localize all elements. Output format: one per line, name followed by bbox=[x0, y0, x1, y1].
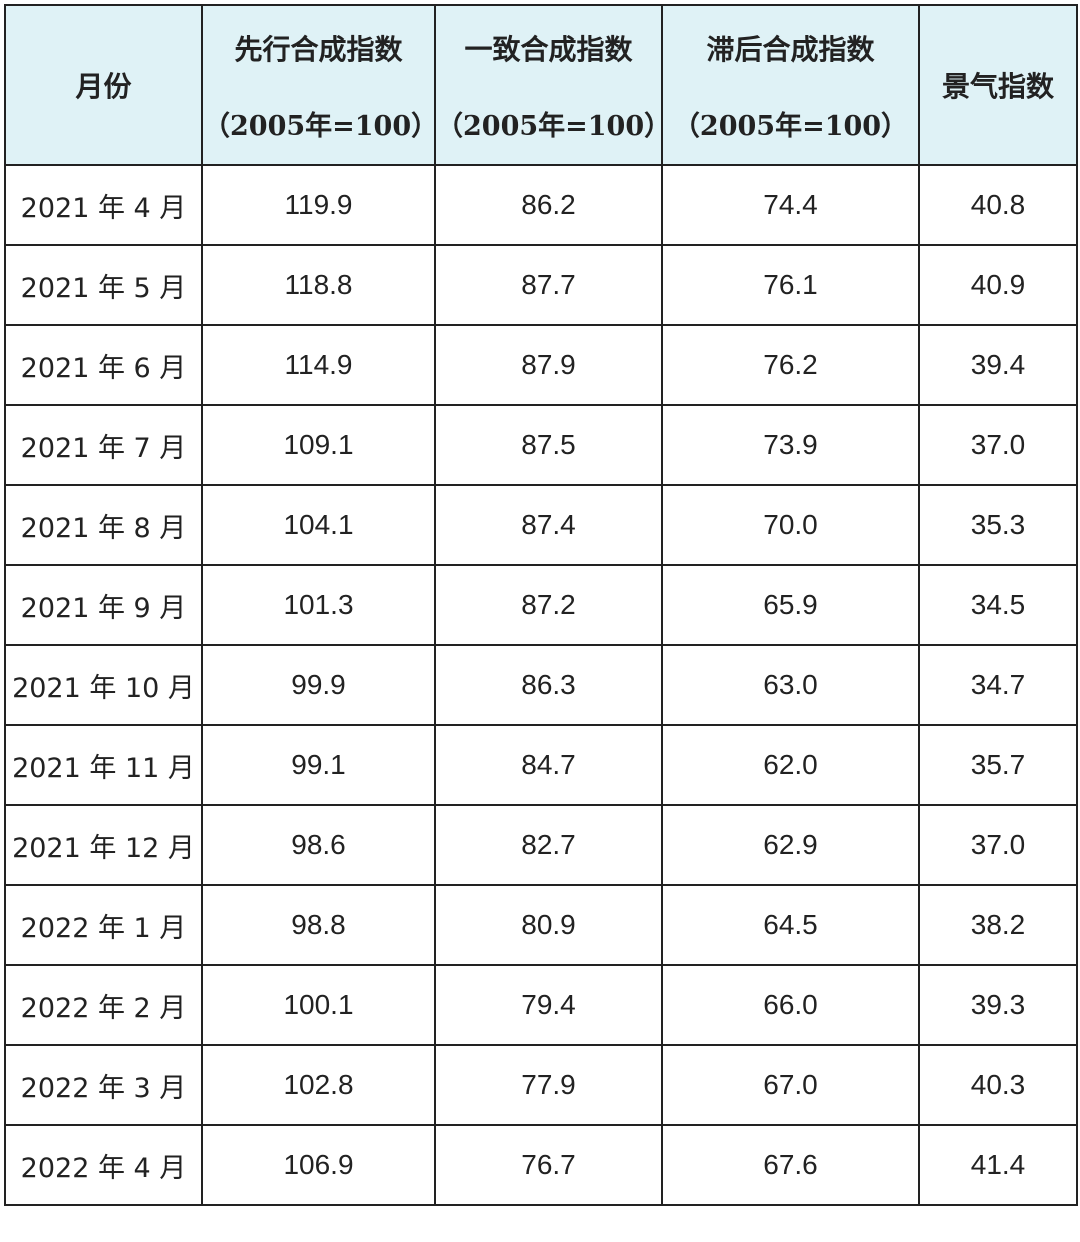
value-cell: 109.1 bbox=[201, 404, 436, 486]
header-title: 一致合成指数 bbox=[464, 32, 633, 66]
table-row: 2022 年 3 月 102.8 77.9 67.0 40.3 bbox=[4, 1044, 1078, 1126]
header-row: 月份 先行合成指数 （2005年=100） 一致合成指数 （2005年=100） 滞后合成… bbox=[4, 4, 1078, 166]
value-cell: 37.0 bbox=[918, 804, 1078, 886]
table-row: 2022 年 1 月 98.8 80.9 64.5 38.2 bbox=[4, 884, 1078, 966]
table-row: 2021 年 4 月 119.9 86.2 74.4 40.8 bbox=[4, 164, 1078, 246]
value-cell: 70.0 bbox=[661, 484, 920, 566]
value-cell: 34.5 bbox=[918, 564, 1078, 646]
table-row: 2021 年 5 月 118.8 87.7 76.1 40.9 bbox=[4, 244, 1078, 326]
table-row: 2021 年 11 月 99.1 84.7 62.0 35.7 bbox=[4, 724, 1078, 806]
value-cell: 102.8 bbox=[201, 1044, 436, 1126]
value-cell: 118.8 bbox=[201, 244, 436, 326]
value-cell: 63.0 bbox=[661, 644, 920, 726]
value-cell: 34.7 bbox=[918, 644, 1078, 726]
month-cell: 2021 年 8 月 bbox=[4, 484, 203, 566]
value-cell: 87.5 bbox=[434, 404, 663, 486]
value-cell: 114.9 bbox=[201, 324, 436, 406]
value-cell: 99.9 bbox=[201, 644, 436, 726]
header-cell: 滞后合成指数 （2005年=100） bbox=[661, 4, 920, 166]
month-cell: 2021 年 6 月 bbox=[4, 324, 203, 406]
value-cell: 86.2 bbox=[434, 164, 663, 246]
value-cell: 74.4 bbox=[661, 164, 920, 246]
table-row: 2022 年 4 月 106.9 76.7 67.6 41.4 bbox=[4, 1124, 1078, 1206]
value-cell: 84.7 bbox=[434, 724, 663, 806]
value-cell: 65.9 bbox=[661, 564, 920, 646]
month-cell: 2021 年 10 月 bbox=[4, 644, 203, 726]
value-cell: 87.7 bbox=[434, 244, 663, 326]
month-cell: 2022 年 4 月 bbox=[4, 1124, 203, 1206]
value-cell: 87.9 bbox=[434, 324, 663, 406]
header-unit: （2005年=100） bbox=[436, 110, 672, 142]
table-row: 2021 年 10 月 99.9 86.3 63.0 34.7 bbox=[4, 644, 1078, 726]
header-cell: 景气指数 bbox=[918, 4, 1078, 166]
value-cell: 99.1 bbox=[201, 724, 436, 806]
header-cell: 先行合成指数 （2005年=100） bbox=[201, 4, 439, 166]
value-cell: 39.4 bbox=[918, 324, 1078, 406]
value-cell: 87.4 bbox=[434, 484, 663, 566]
month-cell: 2021 年 4 月 bbox=[4, 164, 203, 246]
value-cell: 104.1 bbox=[201, 484, 436, 566]
value-cell: 37.0 bbox=[918, 404, 1078, 486]
value-cell: 76.1 bbox=[661, 244, 920, 326]
header-unit: （2005年=100） bbox=[672, 110, 909, 142]
value-cell: 87.2 bbox=[434, 564, 663, 646]
header-cell: 月份 bbox=[4, 4, 203, 166]
value-cell: 73.9 bbox=[661, 404, 920, 486]
value-cell: 40.3 bbox=[918, 1044, 1078, 1126]
value-cell: 40.8 bbox=[918, 164, 1078, 246]
header-title: 滞后合成指数 bbox=[706, 32, 875, 66]
table-row: 2022 年 2 月 100.1 79.4 66.0 39.3 bbox=[4, 964, 1078, 1046]
value-cell: 38.2 bbox=[918, 884, 1078, 966]
month-cell: 2022 年 1 月 bbox=[4, 884, 203, 966]
month-cell: 2021 年 7 月 bbox=[4, 404, 203, 486]
month-cell: 2021 年 12 月 bbox=[4, 804, 203, 886]
table-row: 2021 年 6 月 114.9 87.9 76.2 39.4 bbox=[4, 324, 1078, 406]
value-cell: 106.9 bbox=[201, 1124, 436, 1206]
table-row: 2021 年 9 月 101.3 87.2 65.9 34.5 bbox=[4, 564, 1078, 646]
value-cell: 101.3 bbox=[201, 564, 436, 646]
value-cell: 66.0 bbox=[661, 964, 920, 1046]
value-cell: 98.6 bbox=[201, 804, 436, 886]
value-cell: 79.4 bbox=[434, 964, 663, 1046]
header-title: 先行合成指数 bbox=[234, 32, 403, 66]
value-cell: 62.9 bbox=[661, 804, 920, 886]
value-cell: 67.0 bbox=[661, 1044, 920, 1126]
table-body: 2021 年 4 月 119.9 86.2 74.4 40.8 2021 年 5 月 118… bbox=[4, 164, 1078, 1206]
value-cell: 39.3 bbox=[918, 964, 1078, 1046]
value-cell: 119.9 bbox=[201, 164, 436, 246]
value-cell: 82.7 bbox=[434, 804, 663, 886]
value-cell: 98.8 bbox=[201, 884, 436, 966]
header-cell: 一致合成指数 （2005年=100） bbox=[434, 4, 672, 166]
month-cell: 2022 年 2 月 bbox=[4, 964, 203, 1046]
value-cell: 35.3 bbox=[918, 484, 1078, 566]
month-cell: 2021 年 9 月 bbox=[4, 564, 203, 646]
value-cell: 77.9 bbox=[434, 1044, 663, 1126]
data-table: 月份 先行合成指数 （2005年=100） 一致合成指数 （2005年=100） 滞后合成… bbox=[4, 4, 1078, 1206]
value-cell: 67.6 bbox=[661, 1124, 920, 1206]
value-cell: 100.1 bbox=[201, 964, 436, 1046]
table-row: 2021 年 7 月 109.1 87.5 73.9 37.0 bbox=[4, 404, 1078, 486]
value-cell: 35.7 bbox=[918, 724, 1078, 806]
value-cell: 41.4 bbox=[918, 1124, 1078, 1206]
header-unit: （2005年=100） bbox=[203, 110, 439, 142]
table-row: 2021 年 12 月 98.6 82.7 62.9 37.0 bbox=[4, 804, 1078, 886]
month-cell: 2021 年 11 月 bbox=[4, 724, 203, 806]
value-cell: 76.7 bbox=[434, 1124, 663, 1206]
header-title: 月份 bbox=[75, 70, 132, 103]
value-cell: 80.9 bbox=[434, 884, 663, 966]
value-cell: 62.0 bbox=[661, 724, 920, 806]
month-cell: 2021 年 5 月 bbox=[4, 244, 203, 326]
value-cell: 40.9 bbox=[918, 244, 1078, 326]
value-cell: 76.2 bbox=[661, 324, 920, 406]
table-row: 2021 年 8 月 104.1 87.4 70.0 35.3 bbox=[4, 484, 1078, 566]
value-cell: 86.3 bbox=[434, 644, 663, 726]
value-cell: 64.5 bbox=[661, 884, 920, 966]
month-cell: 2022 年 3 月 bbox=[4, 1044, 203, 1126]
header-title: 景气指数 bbox=[941, 70, 1054, 103]
